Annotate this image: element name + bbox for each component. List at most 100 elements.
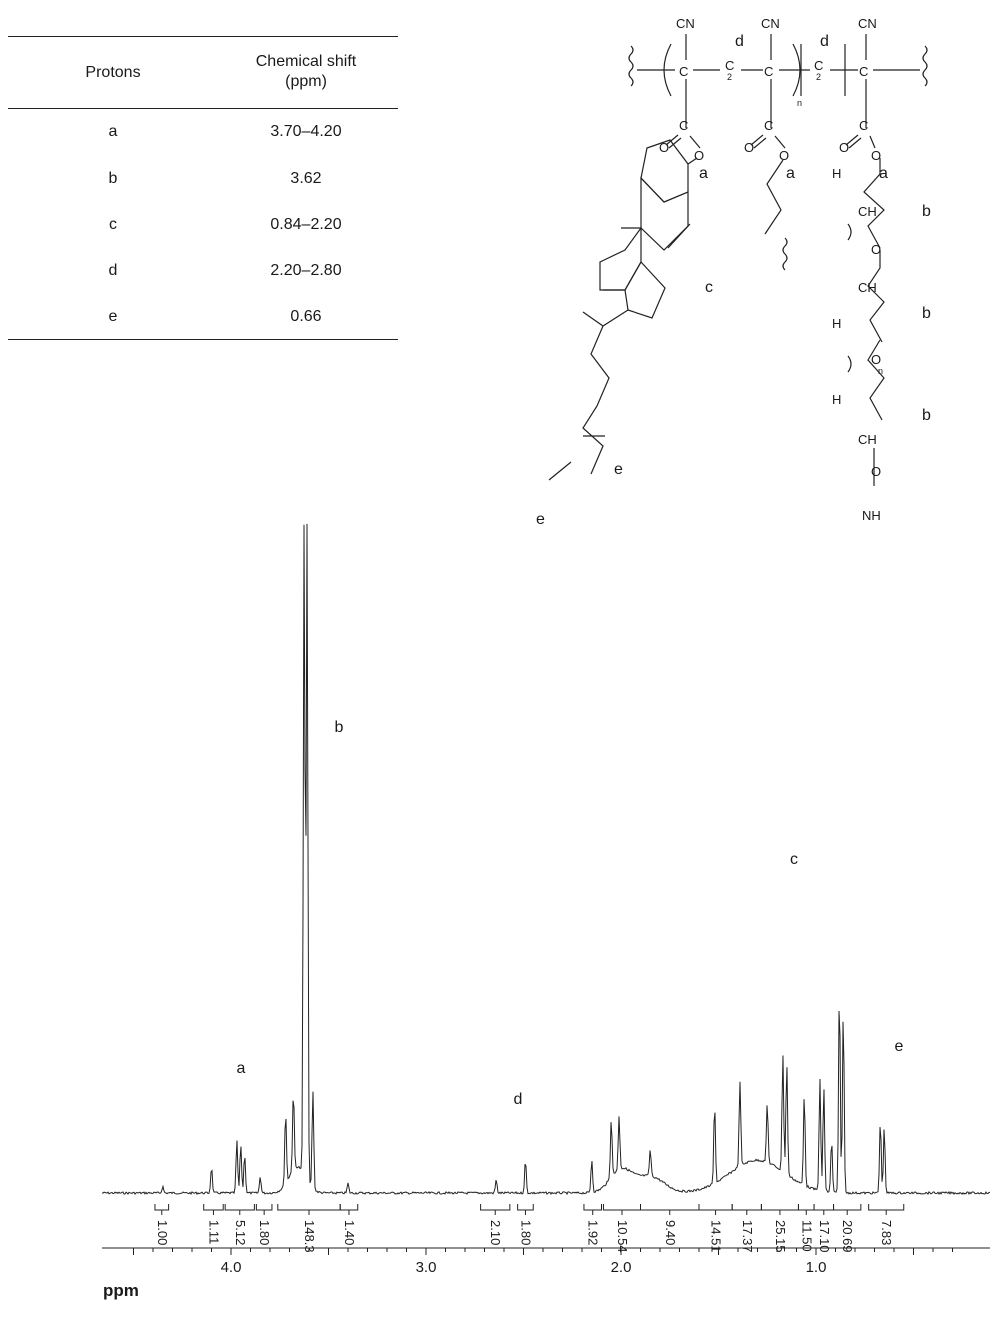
wavy-end-right xyxy=(922,45,928,87)
header-shift-line2: (ppm) xyxy=(285,73,327,90)
structure-label-b: b xyxy=(922,407,931,424)
integral-bracket xyxy=(517,1204,534,1211)
structure-label-d: d xyxy=(735,33,744,50)
cn-label: CN xyxy=(676,16,695,31)
c-label: C xyxy=(859,118,868,133)
integral-value: 20.69 xyxy=(840,1220,855,1253)
o-label: O xyxy=(871,352,881,367)
integral-bracket xyxy=(797,1204,815,1211)
structure-label-a: a xyxy=(879,165,888,182)
integral-bracket xyxy=(640,1204,700,1211)
integral-value: 1.92 xyxy=(586,1220,601,1245)
proton-cell: a xyxy=(108,123,118,140)
cn-label: CN xyxy=(761,16,780,31)
integral-value: 1.80 xyxy=(257,1220,272,1245)
structure-label-d: d xyxy=(820,33,829,50)
peak-label-d: d xyxy=(514,1091,523,1108)
c-label: C xyxy=(679,64,688,79)
ch2-label: CH xyxy=(858,432,877,447)
h2c-label: H xyxy=(832,316,841,331)
shift-cell: 3.62 xyxy=(290,170,322,187)
o-label: O xyxy=(871,242,881,257)
polymer-structure-diagram: CN CN CN C C C C C C C C O O O O O O O O… xyxy=(536,16,931,528)
h2c-label: H xyxy=(832,166,841,181)
o-label: O xyxy=(694,148,704,163)
structure-label-b: b xyxy=(922,203,931,220)
table-header-rule xyxy=(8,108,398,109)
header-protons: Protons xyxy=(85,64,141,81)
integral-bracket xyxy=(731,1204,762,1211)
o-label: O xyxy=(839,140,849,155)
header-shift-line1: Chemical shift xyxy=(255,53,357,70)
proton-cell: d xyxy=(108,262,118,279)
proton-cell: c xyxy=(109,216,117,233)
integral-bracket xyxy=(480,1204,511,1211)
c-label: C xyxy=(814,58,823,73)
repeat-n: n xyxy=(797,98,802,108)
shift-cell: 3.70–4.20 xyxy=(270,123,342,140)
peak-label-c: c xyxy=(790,851,798,868)
repeat-n: n xyxy=(878,366,883,376)
peak-label-b: b xyxy=(335,719,344,736)
integral-bracket xyxy=(602,1204,641,1211)
integral-value: 11.50 xyxy=(799,1220,814,1252)
integral-value: 1.40 xyxy=(342,1220,357,1245)
ch2-label: CH xyxy=(858,204,877,219)
structure-label-b: b xyxy=(922,305,931,322)
integral-value: 5.12 xyxy=(233,1220,248,1245)
integral-bracket xyxy=(154,1204,170,1211)
nh2-label: NH xyxy=(862,508,881,523)
o-label: O xyxy=(659,140,669,155)
integral-value: 9.40 xyxy=(663,1220,678,1245)
table-bottom-rule xyxy=(8,339,398,340)
integral-bracket xyxy=(760,1204,799,1211)
o-label: O xyxy=(744,140,754,155)
spectrum-trace xyxy=(101,523,991,1196)
o-label: O xyxy=(871,148,881,163)
x-tick-label: 1.0 xyxy=(806,1259,827,1276)
integral-value: 1.00 xyxy=(155,1220,170,1245)
structure-label-c: c xyxy=(705,279,713,296)
c-label: C xyxy=(859,64,868,79)
integral-bracket xyxy=(255,1204,273,1211)
sub-2: 2 xyxy=(727,72,732,82)
structure-label-e: e xyxy=(614,461,623,478)
c-label: C xyxy=(725,58,734,73)
integral-value: 1.80 xyxy=(518,1220,533,1245)
integral-value: 10.54 xyxy=(615,1220,630,1253)
nmr-spectrum: a b d c e 1.00 1.11 5.12 1.80 148.3 1.40 2.10 1.80 1… xyxy=(101,523,991,1300)
shift-cell: 2.20–2.80 xyxy=(270,262,342,279)
o-label: O xyxy=(871,464,881,479)
cn-label: CN xyxy=(858,16,877,31)
x-tick-label: 2.0 xyxy=(611,1259,632,1276)
proton-cell: e xyxy=(108,308,118,325)
x-tick-label: 3.0 xyxy=(416,1259,437,1276)
peak-label-e: e xyxy=(895,1038,904,1055)
c-label: C xyxy=(764,118,773,133)
structure-label-a: a xyxy=(786,165,795,182)
o-label: O xyxy=(779,148,789,163)
table-top-rule xyxy=(8,36,398,37)
integral-bracket xyxy=(698,1204,733,1211)
shift-cell: 0.66 xyxy=(290,308,322,325)
structure-label-a: a xyxy=(699,165,708,182)
sub-2: 2 xyxy=(816,72,821,82)
x-tick-label: 4.0 xyxy=(221,1259,242,1276)
integral-value: 148.3 xyxy=(302,1220,317,1253)
integral-bracket xyxy=(277,1204,341,1211)
c-label: C xyxy=(679,118,688,133)
peak-label-a: a xyxy=(237,1060,246,1077)
integral-bracket xyxy=(583,1204,602,1211)
c-label: C xyxy=(764,64,773,79)
integral-value: 25.15 xyxy=(773,1220,788,1253)
header-chemical-shift: Chemical shift (ppm) xyxy=(216,52,396,92)
integral-value: 2.10 xyxy=(488,1220,503,1245)
shift-cell: 0.84–2.20 xyxy=(270,216,342,233)
wavy-end-left xyxy=(628,45,634,87)
proton-cell: b xyxy=(108,170,118,187)
integral-bracket xyxy=(833,1204,862,1211)
integral-value: 14.51 xyxy=(709,1220,724,1253)
h2c-label: H xyxy=(832,392,841,407)
ch2-label: CH xyxy=(858,280,877,295)
integral-value: 17.10 xyxy=(817,1220,832,1253)
